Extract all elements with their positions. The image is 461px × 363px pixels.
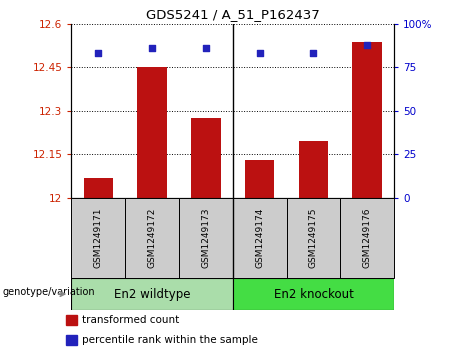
Text: En2 wildtype: En2 wildtype xyxy=(114,287,190,301)
Point xyxy=(148,45,156,51)
Point xyxy=(310,50,317,56)
Bar xyxy=(353,42,382,198)
Point xyxy=(202,45,210,51)
Bar xyxy=(233,198,287,278)
Text: GSM1249173: GSM1249173 xyxy=(201,208,210,268)
Bar xyxy=(71,198,125,278)
Text: GSM1249171: GSM1249171 xyxy=(94,208,103,268)
Bar xyxy=(340,198,394,278)
Bar xyxy=(137,67,167,198)
Bar xyxy=(125,198,179,278)
Text: GSM1249172: GSM1249172 xyxy=(148,208,157,268)
Bar xyxy=(71,278,233,310)
Bar xyxy=(245,160,274,198)
Text: GSM1249174: GSM1249174 xyxy=(255,208,264,268)
Bar xyxy=(287,198,340,278)
Text: GSM1249175: GSM1249175 xyxy=(309,208,318,268)
Bar xyxy=(83,178,113,198)
Text: percentile rank within the sample: percentile rank within the sample xyxy=(82,335,258,346)
Bar xyxy=(299,141,328,198)
Text: GSM1249176: GSM1249176 xyxy=(363,208,372,268)
Bar xyxy=(191,118,221,198)
Text: transformed count: transformed count xyxy=(82,315,179,325)
Text: En2 knockout: En2 knockout xyxy=(273,287,354,301)
Bar xyxy=(179,198,233,278)
Title: GDS5241 / A_51_P162437: GDS5241 / A_51_P162437 xyxy=(146,8,319,21)
Point xyxy=(95,50,102,56)
Point xyxy=(364,42,371,48)
Point xyxy=(256,50,263,56)
Bar xyxy=(233,278,394,310)
Bar xyxy=(65,335,77,346)
Text: genotype/variation: genotype/variation xyxy=(2,287,95,297)
Bar xyxy=(65,314,77,325)
